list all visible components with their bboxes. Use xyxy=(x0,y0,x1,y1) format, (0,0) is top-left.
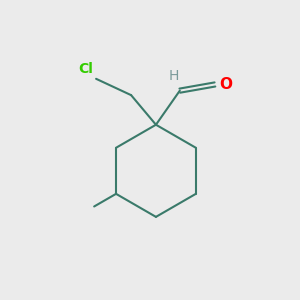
Text: H: H xyxy=(169,69,179,83)
Text: Cl: Cl xyxy=(78,62,93,76)
Text: O: O xyxy=(219,77,232,92)
